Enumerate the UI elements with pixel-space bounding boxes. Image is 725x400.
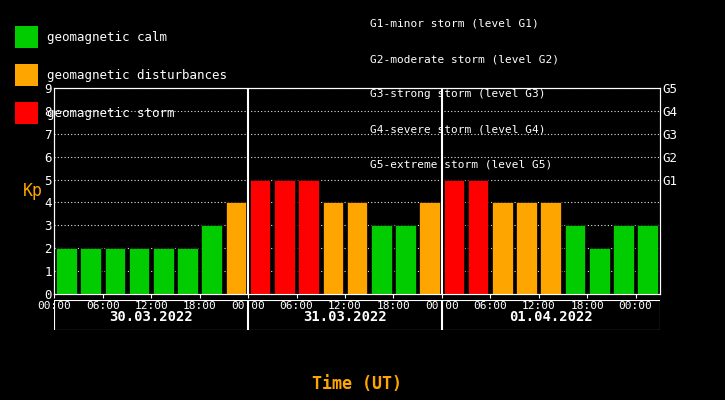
Text: geomagnetic storm: geomagnetic storm [47, 106, 175, 120]
Bar [637, 225, 658, 294]
Bar [371, 225, 392, 294]
Bar [274, 180, 294, 294]
Text: G1-minor storm (level G1): G1-minor storm (level G1) [370, 19, 539, 29]
Text: G2-moderate storm (level G2): G2-moderate storm (level G2) [370, 54, 559, 64]
Text: Time (UT): Time (UT) [312, 375, 402, 393]
Bar [104, 248, 125, 294]
Bar [153, 248, 173, 294]
Bar [420, 202, 440, 294]
Bar [347, 202, 368, 294]
Text: 01.04.2022: 01.04.2022 [509, 310, 592, 324]
Bar [299, 180, 319, 294]
Bar [202, 225, 222, 294]
Text: G4-severe storm (level G4): G4-severe storm (level G4) [370, 125, 545, 134]
Bar [589, 248, 610, 294]
Bar [541, 202, 561, 294]
Bar [250, 180, 270, 294]
Bar [395, 225, 415, 294]
Text: 30.03.2022: 30.03.2022 [109, 310, 193, 324]
Text: geomagnetic disturbances: geomagnetic disturbances [47, 68, 227, 82]
Text: G5-extreme storm (level G5): G5-extreme storm (level G5) [370, 160, 552, 170]
Bar [225, 202, 246, 294]
Text: 31.03.2022: 31.03.2022 [303, 310, 387, 324]
Bar [178, 248, 198, 294]
Bar [57, 248, 77, 294]
Bar [613, 225, 634, 294]
Text: geomagnetic calm: geomagnetic calm [47, 30, 167, 44]
Bar [468, 180, 489, 294]
Bar [80, 248, 101, 294]
Bar [516, 202, 536, 294]
Text: G3-strong storm (level G3): G3-strong storm (level G3) [370, 90, 545, 100]
Bar [565, 225, 585, 294]
Bar [444, 180, 464, 294]
Bar [129, 248, 149, 294]
Bar [323, 202, 343, 294]
Bar [492, 202, 513, 294]
Y-axis label: Kp: Kp [23, 182, 43, 200]
